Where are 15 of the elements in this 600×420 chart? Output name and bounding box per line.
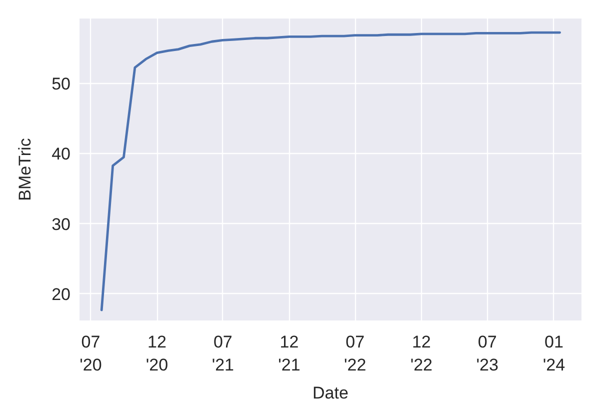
x-tick-label: 12 '21 <box>278 332 300 374</box>
x-tick-label: 12 '22 <box>410 332 432 374</box>
y-axis-title: BMeTric <box>16 138 35 201</box>
y-tick-label: 40 <box>52 144 71 164</box>
y-tick-label: 20 <box>52 284 71 304</box>
line-series <box>100 31 561 312</box>
x-tick-label: 07 '21 <box>212 332 234 374</box>
x-tick-label: 07 '23 <box>476 332 498 374</box>
y-tick-label: 50 <box>52 74 71 94</box>
x-tick-label: 01 '24 <box>542 332 566 374</box>
x-tick-label: 07 '22 <box>344 332 366 374</box>
y-tick-label: 30 <box>52 214 71 234</box>
x-tick-label: 12 '20 <box>146 332 168 374</box>
x-axis-title: Date <box>312 383 348 402</box>
x-tick-label: 07 '20 <box>80 332 102 374</box>
